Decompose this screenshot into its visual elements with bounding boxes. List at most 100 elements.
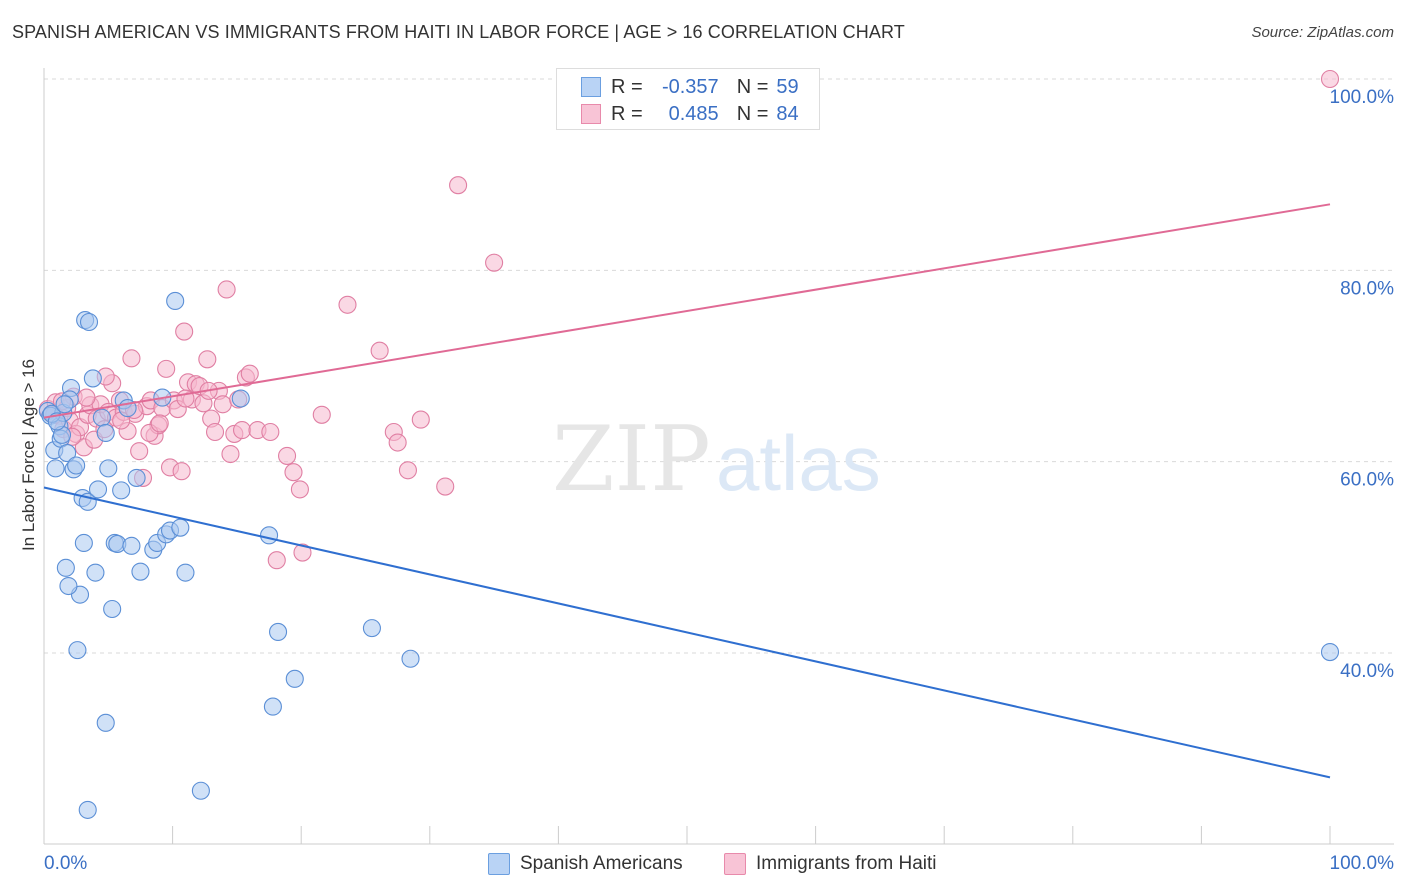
chart-title: SPANISH AMERICAN VS IMMIGRANTS FROM HAIT…: [12, 22, 905, 42]
haiti-point: [130, 442, 149, 461]
spanish-american-trend-line: [43, 486, 1331, 779]
y-tick-label: 100.0%: [1330, 87, 1395, 108]
spanish-american-point: [55, 395, 74, 414]
legend-swatch-pink: [724, 853, 746, 875]
haiti-point: [261, 422, 280, 442]
spanish-american-point: [86, 563, 105, 582]
x-tick-label-min: 0.0%: [44, 853, 87, 874]
spanish-american-point: [67, 456, 86, 475]
spanish-american-point: [96, 423, 115, 443]
haiti-point: [449, 176, 468, 195]
y-tick-label: 40.0%: [1340, 661, 1394, 682]
spanish-american-point: [122, 536, 141, 555]
spanish-american-point: [191, 781, 210, 800]
haiti-point: [388, 433, 407, 452]
legend-row-haiti: R = 0.485 N = 84: [581, 100, 799, 128]
haiti-point: [217, 280, 236, 299]
spanish-american-point: [269, 622, 288, 642]
watermark-zip: ZIP: [552, 407, 711, 512]
spanish-american-point: [99, 459, 118, 478]
spanish-american-point: [46, 459, 65, 478]
legend-row-spanish-americans: R = -0.357 N = 59: [581, 73, 799, 101]
haiti-point: [198, 350, 217, 369]
haiti-point: [77, 388, 96, 407]
spanish-american-point: [171, 518, 190, 537]
spanish-american-point: [259, 526, 279, 545]
spanish-american-point: [83, 369, 102, 388]
spanish-american-point: [56, 558, 75, 577]
haiti-point: [172, 462, 191, 481]
spanish-american-point: [131, 562, 150, 581]
data-points: [38, 69, 1340, 819]
haiti-point: [267, 551, 286, 570]
spanish-american-point: [263, 697, 282, 716]
spanish-american-point: [401, 649, 420, 668]
haiti-point: [240, 364, 259, 383]
haiti-point: [150, 414, 169, 433]
y-axis-label: In Labor Force | Age > 16: [19, 359, 38, 551]
spanish-american-point: [96, 713, 115, 732]
legend-r-label: R =: [611, 75, 643, 98]
legend-swatch-blue: [581, 77, 601, 97]
haiti-point: [122, 349, 141, 368]
haiti-point: [278, 446, 297, 465]
spanish-american-point: [285, 669, 304, 688]
haiti-point: [485, 253, 504, 272]
x-tick-label-max: 100.0%: [1330, 853, 1395, 874]
spanish-american-point: [59, 576, 78, 596]
legend-r-label: R =: [611, 102, 643, 125]
spanish-american-point: [68, 641, 87, 660]
haiti-point: [370, 341, 389, 360]
legend-n-value: 59: [776, 75, 799, 98]
stats-legend: R = -0.357 N = 59 R = 0.485 N = 84: [556, 68, 820, 130]
watermark-atlas: atlas: [716, 419, 881, 507]
spanish-american-point: [1320, 642, 1340, 662]
trend-lines: [43, 203, 1331, 779]
haiti-point: [436, 477, 455, 496]
spanish-american-point: [127, 468, 146, 487]
haiti-point: [411, 410, 430, 429]
spanish-american-point: [231, 389, 250, 408]
legend-swatch-blue: [488, 853, 510, 875]
spanish-american-point: [112, 481, 131, 500]
haiti-point: [284, 463, 303, 482]
legend-item-haiti: Immigrants from Haiti: [724, 852, 937, 876]
haiti-point: [312, 405, 331, 424]
haiti-point: [232, 421, 252, 440]
haiti-point: [175, 322, 194, 341]
haiti-point: [157, 359, 176, 378]
source-label: Source: ZipAtlas.com: [1251, 24, 1394, 41]
spanish-american-point: [88, 480, 108, 499]
tick-labels: 40.0% 60.0% 80.0% 100.0% 0.0% 100.0% In Labor …: [19, 87, 1394, 874]
legend-label: Spanish Americans: [520, 853, 683, 874]
watermark: ZIP atlas: [552, 407, 881, 512]
haiti-point: [338, 295, 357, 314]
legend-swatch-pink: [581, 104, 601, 124]
haiti-point: [213, 395, 232, 414]
spanish-american-point: [103, 599, 122, 619]
haiti-point: [293, 543, 312, 562]
legend-n-label: N =: [736, 102, 769, 125]
spanish-american-point: [74, 533, 93, 553]
legend-r-value: 0.485: [668, 102, 719, 125]
spanish-american-point: [176, 563, 195, 582]
spanish-american-point: [78, 800, 97, 819]
spanish-american-point: [58, 444, 77, 463]
spanish-american-point: [362, 619, 381, 638]
spanish-american-point: [79, 312, 99, 332]
y-tick-label: 80.0%: [1340, 278, 1394, 299]
haiti-point: [1320, 69, 1340, 89]
haiti-point: [290, 480, 309, 499]
haiti-point: [221, 444, 240, 464]
legend-label: Immigrants from Haiti: [756, 853, 937, 874]
legend-n-value: 84: [776, 102, 799, 125]
y-tick-label: 60.0%: [1340, 470, 1394, 491]
axes: [43, 68, 1394, 845]
haiti-point: [398, 461, 417, 480]
haiti-point: [205, 422, 225, 442]
haiti-trend-line: [43, 203, 1331, 419]
spanish-american-point: [92, 408, 111, 427]
spanish-american-point: [166, 291, 185, 310]
legend-item-spanish-americans: Spanish Americans: [488, 852, 683, 876]
